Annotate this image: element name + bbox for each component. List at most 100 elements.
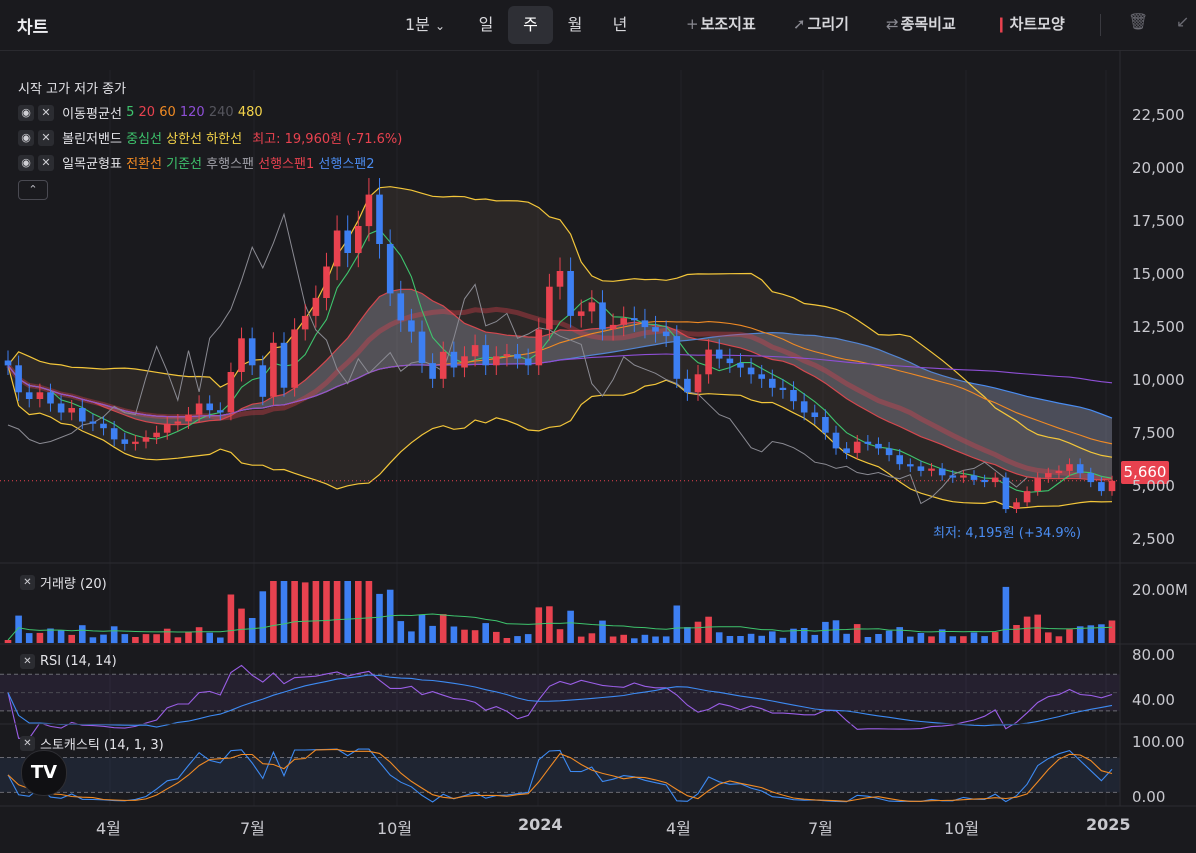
volume-bar (482, 623, 489, 643)
candle-body (524, 358, 532, 366)
candle-body (206, 403, 213, 411)
eye-off-icon[interactable]: ◉ (18, 129, 34, 146)
timeframe-week-button[interactable]: 주 (508, 6, 553, 44)
volume-bar (312, 581, 320, 643)
price-axis-label: 22,500 (1132, 106, 1185, 124)
collapse-icon[interactable]: ↙ (1176, 12, 1190, 31)
stoch-lines (0, 748, 1120, 803)
rsi-signal-line (7, 674, 1113, 728)
candle-body (832, 432, 840, 449)
stoch-k-line (7, 748, 1113, 803)
candle-body (631, 318, 638, 321)
volume-bars (4, 581, 1116, 644)
close-icon[interactable]: ✕ (38, 129, 54, 146)
rsi-axis-label: 80.00 (1132, 646, 1175, 664)
toolbar-divider (1100, 14, 1101, 36)
volume-bar (503, 638, 511, 643)
candle-body (769, 378, 776, 388)
trash-icon[interactable]: 🗑 (1128, 12, 1149, 31)
volume-bar (535, 607, 543, 643)
close-icon[interactable]: ✕ (20, 654, 35, 669)
volume-bar (301, 582, 309, 643)
candle-body (800, 401, 808, 413)
ichimoku-base: 기준선 (166, 157, 203, 172)
bollinger-band-fill (8, 186, 1112, 509)
volume-bar (57, 630, 65, 643)
candle-body (620, 318, 627, 325)
candle-body (514, 354, 521, 359)
pencil-icon: ➚ (793, 15, 806, 33)
volume-bar (928, 636, 935, 643)
eye-off-icon[interactable]: ◉ (18, 104, 34, 121)
timeframe-month-button[interactable]: 월 (567, 15, 583, 34)
indicator-lines (0, 186, 1120, 509)
timeframe-day-button[interactable]: 일 (478, 15, 494, 34)
candle-body (747, 367, 755, 375)
grid-lines (109, 70, 1107, 806)
close-icon[interactable]: ✕ (38, 104, 54, 121)
ichimoku-lagging: 후행스팬 (206, 157, 254, 172)
candle-body (726, 358, 734, 364)
candle-body (217, 410, 224, 413)
price-axis-label: 7,500 (1132, 424, 1175, 442)
x-axis-label: 10월 (377, 819, 413, 838)
volume-bar (110, 626, 118, 644)
close-icon[interactable]: ✕ (20, 575, 35, 590)
candle-body (270, 342, 277, 397)
volume-bar (365, 581, 373, 643)
candle-body (1066, 464, 1073, 471)
volume-bar (822, 621, 829, 643)
volume-bar (556, 629, 564, 643)
candle-body (57, 403, 65, 413)
candle-body (567, 271, 574, 316)
volume-bar (418, 615, 426, 643)
candle-body (577, 311, 585, 316)
candle-body (47, 392, 54, 404)
volume-bar (726, 636, 734, 643)
candle-body (811, 412, 819, 417)
volume-bar (291, 581, 298, 643)
legend-collapse-button[interactable]: ⌃ (18, 180, 48, 200)
x-axis-label: 2024 (518, 815, 563, 834)
close-icon[interactable]: ✕ (38, 154, 54, 171)
timeframe-minute-dropdown[interactable]: 1분 ⌄ (398, 6, 452, 44)
candle-body (546, 286, 553, 330)
candle-icon: ❙ (995, 15, 1008, 33)
volume-bar (588, 633, 596, 643)
volume-bar (991, 632, 999, 643)
volume-bar (832, 620, 840, 643)
chevron-down-icon: ⌄ (434, 19, 446, 33)
candle-body (15, 365, 22, 393)
candle-body (609, 324, 617, 330)
candle-body (471, 345, 479, 357)
timeframe-year-button[interactable]: 년 (612, 15, 628, 34)
candle-body (89, 421, 97, 424)
candle-body (461, 356, 468, 368)
candle-body (418, 331, 426, 364)
bollinger-legend: ◉ ✕ 볼린저밴드 중심선 상한선 하한선 최고: 19,960원 (-71.6%… (18, 128, 402, 147)
candle-body (960, 475, 967, 478)
volume-bar (949, 636, 957, 643)
volume-bar (280, 581, 288, 643)
indicator-button[interactable]: + 보조지표 (686, 13, 756, 34)
chart-style-button[interactable]: ❙ 차트모양 (995, 13, 1065, 34)
compare-button[interactable]: ⇄ 종목비교 (886, 13, 956, 34)
volume-bar (673, 605, 681, 643)
close-icon[interactable]: ✕ (20, 736, 35, 751)
candle-body (153, 432, 160, 438)
volume-bar (344, 581, 351, 643)
candle-body (917, 466, 925, 471)
candle-body (1098, 482, 1105, 492)
bollinger-lower: 하한선 (206, 132, 243, 147)
volume-bar (238, 608, 245, 643)
bollinger-lower-line (7, 365, 1113, 509)
candle-body (450, 351, 458, 368)
candle-body (875, 443, 882, 449)
volume-bar (185, 632, 192, 643)
volume-bar (1087, 625, 1095, 643)
eye-off-icon[interactable]: ◉ (18, 154, 34, 171)
candle-body (355, 226, 362, 253)
volume-bar (15, 615, 22, 643)
draw-button[interactable]: ➚ 그리기 (793, 13, 849, 34)
